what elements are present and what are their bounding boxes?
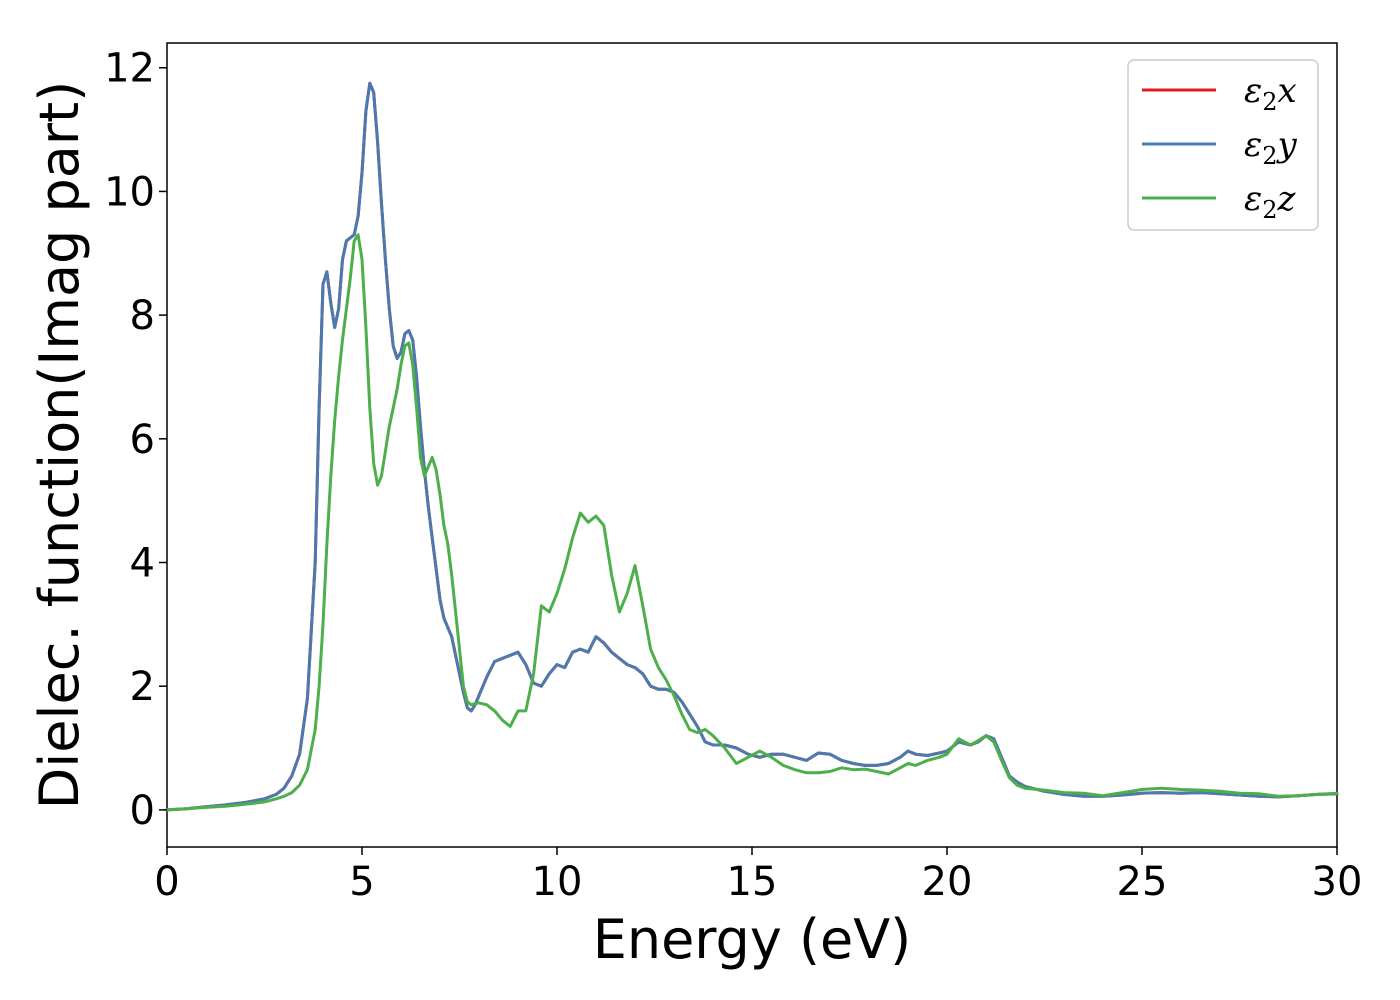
series-line-2 (165, 233, 1339, 812)
legend-label-2: ε2z (1244, 179, 1297, 224)
x-tick-label: 25 (1117, 859, 1168, 905)
x-axis-label: Energy (eV) (593, 908, 912, 971)
legend-label-1: ε2y (1244, 125, 1298, 170)
series-layer (165, 81, 1339, 812)
y-tick-label: 0 (130, 788, 155, 834)
x-tick-label: 15 (727, 859, 778, 905)
x-tick-label: 0 (154, 859, 179, 905)
y-tick-label: 8 (130, 293, 155, 339)
x-tick-label: 10 (532, 859, 583, 905)
y-axis-ticks: 0 2 4 6 8 10 12 (104, 46, 167, 834)
x-tick-label: 5 (349, 859, 374, 905)
plot-area: 0 5 10 15 20 25 30 0 2 4 6 8 10 12 (104, 42, 1362, 905)
legend-label-0: ε2x (1244, 71, 1297, 116)
x-tick-label: 20 (922, 859, 973, 905)
x-axis-ticks: 0 5 10 15 20 25 30 (154, 847, 1362, 905)
y-tick-label: 2 (130, 664, 155, 710)
legend: ε2x ε2y ε2z (1127, 59, 1319, 231)
y-axis-label: Dielec. function(Imag part) (28, 81, 91, 810)
y-tick-label: 6 (130, 417, 155, 463)
y-tick-label: 4 (130, 541, 155, 587)
x-tick-label: 30 (1312, 859, 1363, 905)
y-tick-label: 10 (104, 169, 155, 215)
legend-frame (1127, 59, 1319, 231)
y-tick-label: 12 (104, 46, 155, 92)
